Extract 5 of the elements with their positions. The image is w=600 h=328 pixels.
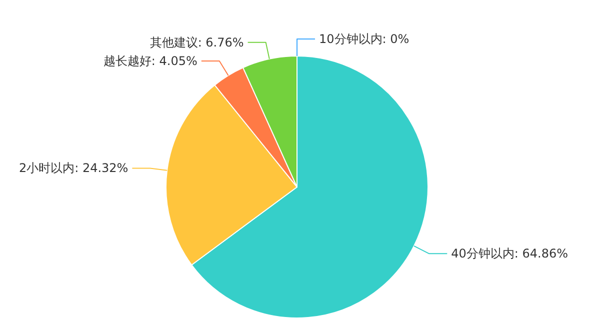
slice-label: 其他建议: 6.76% bbox=[150, 35, 244, 50]
slice-label: 40分钟以内: 64.86% bbox=[451, 246, 568, 261]
slice-label: 2小时以内: 24.32% bbox=[18, 161, 128, 176]
slice-label: 越长越好: 4.05% bbox=[103, 54, 198, 68]
category-label: 10分钟以内: 0% bbox=[319, 32, 410, 46]
